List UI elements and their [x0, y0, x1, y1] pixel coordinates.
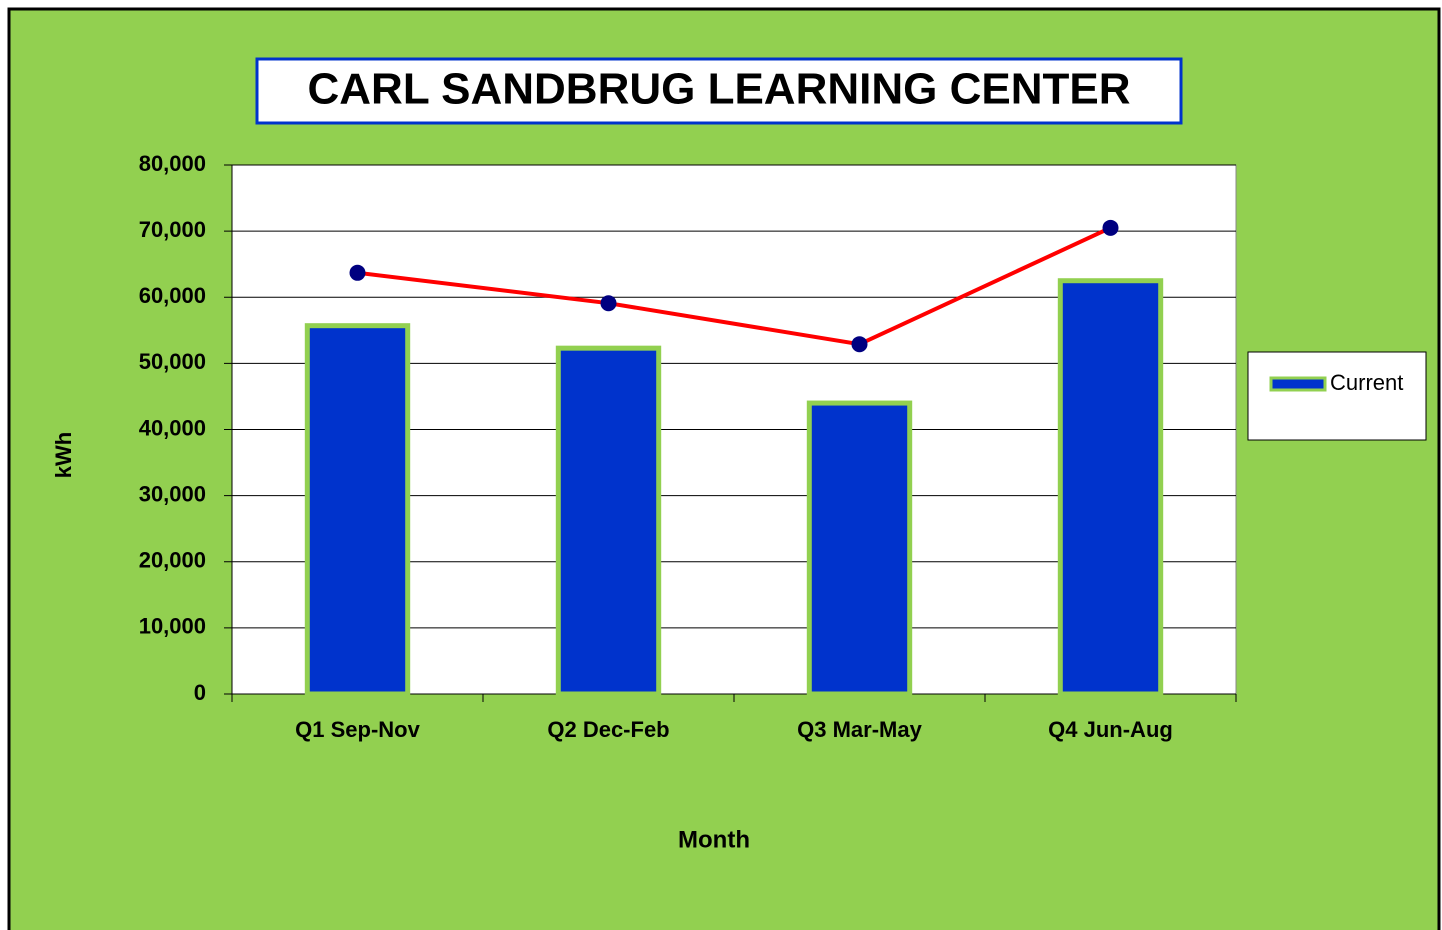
x-tick-label: Q4 Jun-Aug — [1048, 717, 1173, 742]
line-marker — [349, 264, 366, 281]
x-tick-label: Q1 Sep-Nov — [295, 717, 420, 742]
y-tick-label: 60,000 — [139, 283, 206, 308]
x-tick-label: Q3 Mar-May — [797, 717, 922, 742]
bar — [806, 400, 913, 697]
legend-box — [1247, 351, 1427, 441]
line-marker — [1102, 219, 1119, 236]
x-tick-label: Q2 Dec-Feb — [547, 717, 669, 742]
y-tick-label: 40,000 — [139, 415, 206, 440]
y-tick-label: 30,000 — [139, 481, 206, 506]
bar — [304, 323, 411, 697]
y-tick-label: 0 — [194, 680, 206, 705]
line-marker — [851, 336, 868, 353]
line — [357, 226, 1112, 347]
y-tick-label: 10,000 — [139, 614, 206, 639]
legend-label: Current — [1330, 370, 1403, 395]
y-tick-label: 70,000 — [139, 217, 206, 242]
chart-title: CARL SANDBRUG LEARNING CENTER — [308, 65, 1131, 114]
line-marker — [600, 295, 617, 312]
y-tick-label: 20,000 — [139, 548, 206, 573]
y-axis-label: kWh — [51, 432, 76, 478]
x-axis-label: Month — [678, 826, 750, 853]
legend-swatch — [1269, 376, 1327, 392]
bar — [555, 345, 662, 697]
bar — [1057, 278, 1164, 697]
title-box — [255, 57, 1183, 125]
y-tick-label: 50,000 — [139, 349, 206, 374]
y-tick-label: 80,000 — [139, 151, 206, 176]
